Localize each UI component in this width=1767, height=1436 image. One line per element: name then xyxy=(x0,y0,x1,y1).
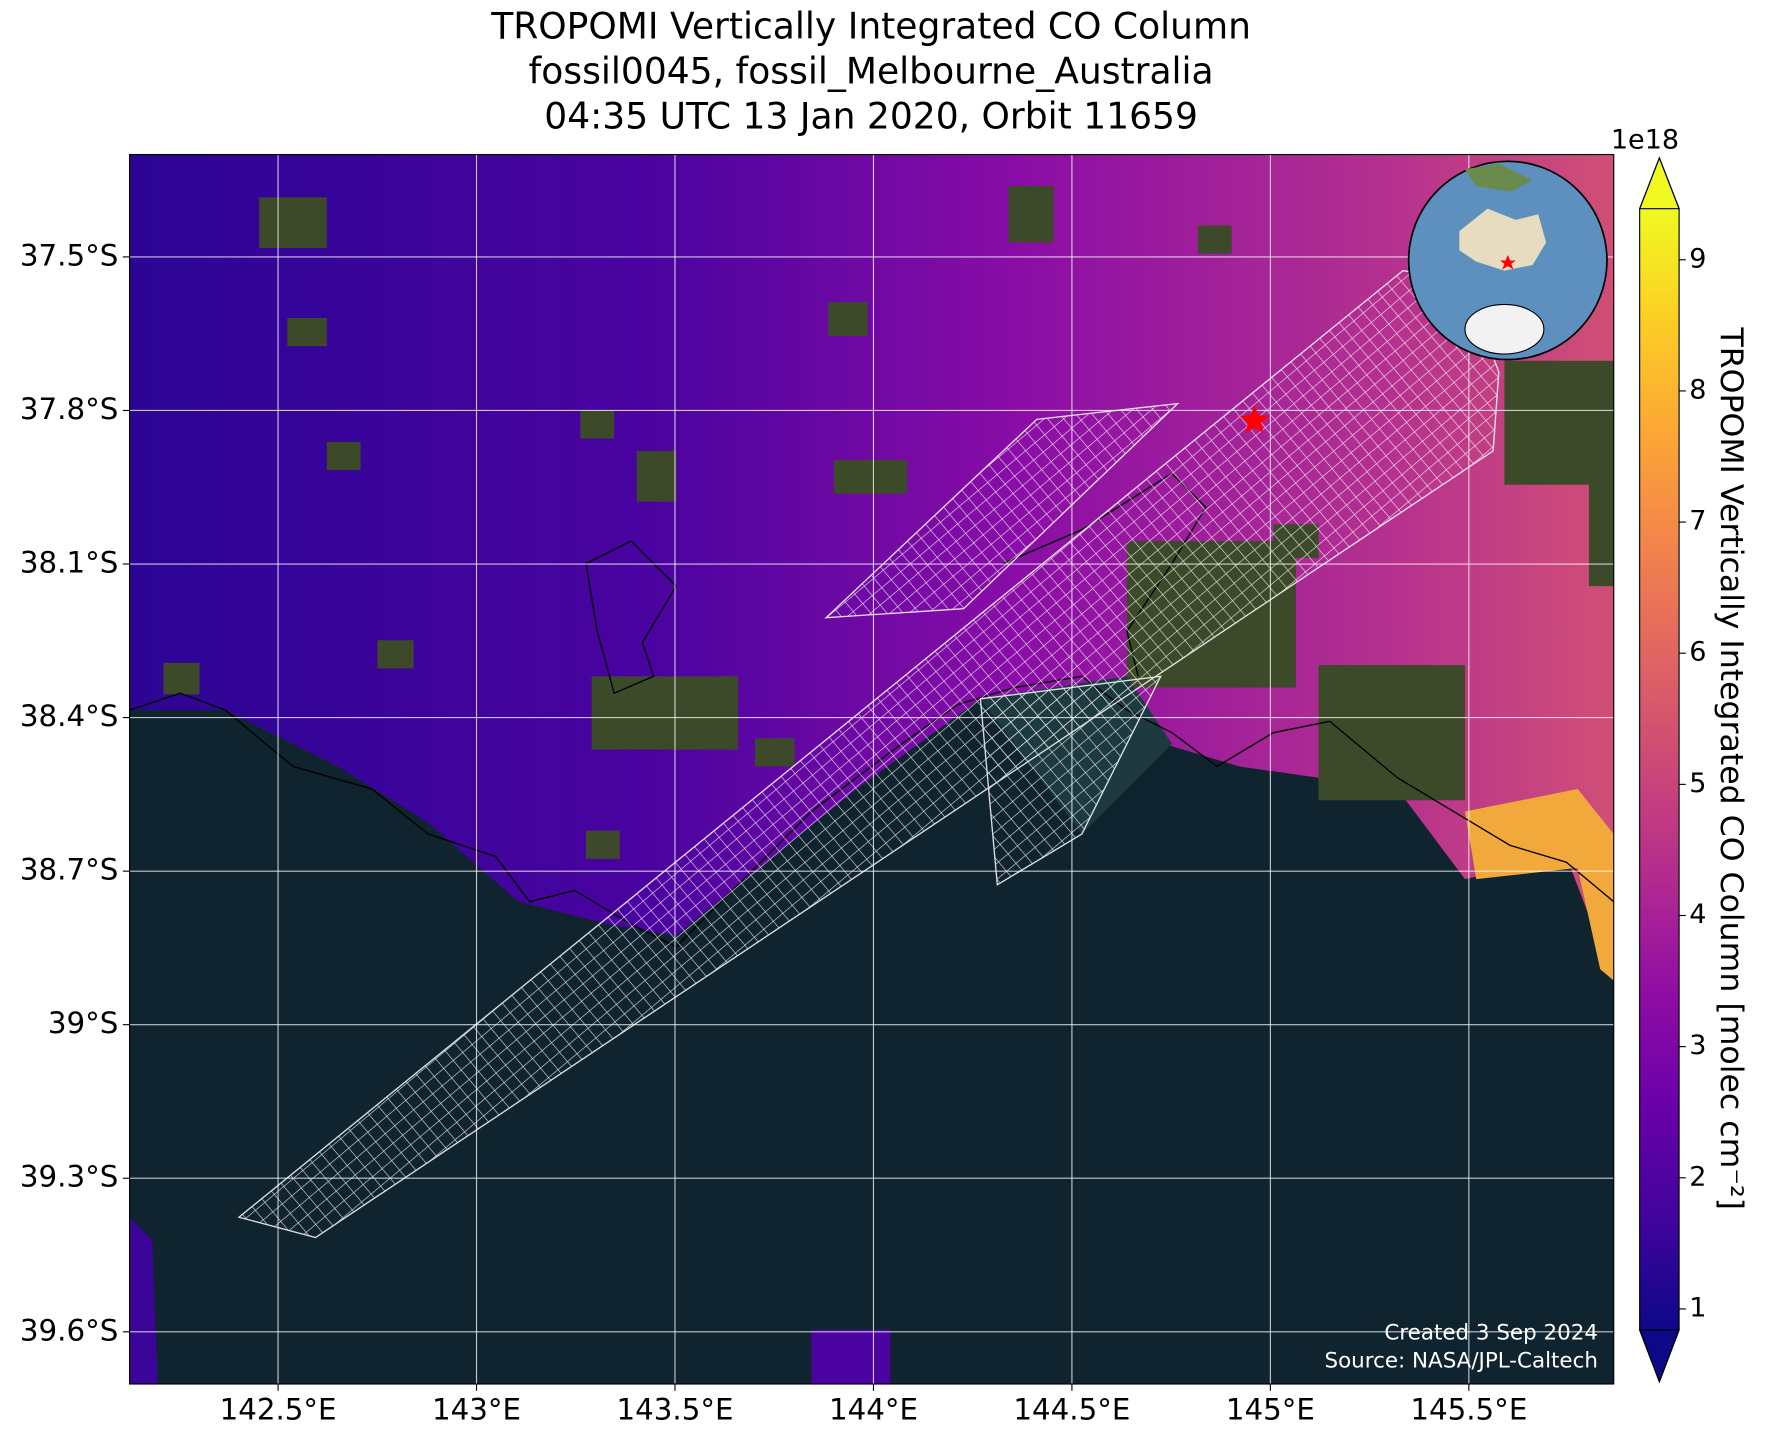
colorbar-multiplier: 1e18 xyxy=(1611,125,1679,156)
colorbar-tick-label: 3 xyxy=(1689,1030,1706,1061)
colorbar-tick-label: 2 xyxy=(1689,1161,1706,1192)
site-marker xyxy=(1239,404,1270,434)
colorbar-tick-label: 7 xyxy=(1689,506,1706,537)
chart-subtitle: fossil0045, fossil_Melbourne_Australia xyxy=(529,50,1214,92)
co-field xyxy=(811,1329,891,1385)
y-tick-label: 39.6°S xyxy=(20,1313,118,1347)
globe-inset xyxy=(1407,160,1608,361)
co-field xyxy=(129,154,1614,981)
x-tick-label: 145.5°E xyxy=(1410,1393,1527,1427)
colorbar-frame xyxy=(1639,156,1680,1384)
chart-title: TROPOMI Vertically Integrated CO Column xyxy=(490,5,1251,47)
y-tick-label: 39.3°S xyxy=(20,1160,118,1194)
y-tick-label: 38.7°S xyxy=(20,853,118,887)
colorbar-tick-label: 4 xyxy=(1689,899,1706,930)
y-tick-label: 38.4°S xyxy=(20,699,118,733)
colorbar-extend xyxy=(1638,1329,1680,1384)
colorbar-tick-label: 9 xyxy=(1689,243,1706,274)
x-tick-label: 144°E xyxy=(829,1393,918,1427)
grid xyxy=(129,154,1614,1385)
x-tick-label: 143.5°E xyxy=(617,1393,734,1427)
x-tick-label: 145°E xyxy=(1226,1393,1315,1427)
colorbar-tick-label: 5 xyxy=(1689,768,1706,799)
co-high xyxy=(1464,788,1614,981)
swaths xyxy=(237,269,1500,1239)
coastline xyxy=(585,540,677,695)
colorbar-extend xyxy=(1638,156,1680,210)
x-tick-label: 142.5°E xyxy=(220,1393,337,1427)
plot-frame xyxy=(129,153,1615,1385)
y-tick-label: 37.8°S xyxy=(20,392,118,426)
x-tick-label: 143°E xyxy=(432,1393,521,1427)
y-tick-label: 39°S xyxy=(48,1006,118,1040)
x-tick-label: 144.5°E xyxy=(1013,1393,1130,1427)
colorbar xyxy=(1639,208,1680,1330)
y-tick-label: 38.1°S xyxy=(20,546,118,580)
y-tick-label: 37.5°S xyxy=(20,238,118,272)
annotation: Source: NASA/JPL-Caltech xyxy=(1325,1348,1598,1373)
colorbar-tick-label: 8 xyxy=(1689,374,1706,405)
overlay: 142.5°E 143°E 143.5°E 144°E 144.5°E 145°E 145.… xyxy=(20,156,1706,1427)
annotation: Created 3 Sep 2024 xyxy=(1384,1320,1598,1345)
co-field xyxy=(129,1217,158,1385)
colorbar-label: TROPOMI Vertically Integrated CO Column … xyxy=(1713,326,1749,1210)
colorbar-tick-label: 1 xyxy=(1689,1292,1706,1323)
colorbar-tick-label: 6 xyxy=(1689,637,1706,668)
map xyxy=(129,154,1614,1385)
chart-subtitle: 04:35 UTC 13 Jan 2020, Orbit 11659 xyxy=(544,95,1198,137)
